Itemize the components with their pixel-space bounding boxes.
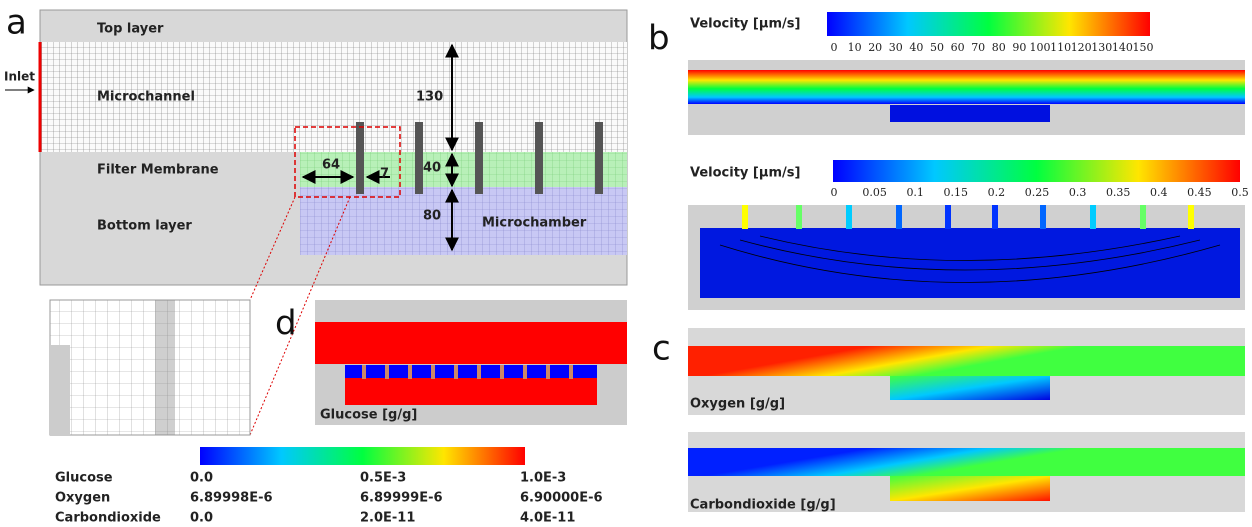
panel-d: d Glucose [g/g] — [275, 300, 627, 425]
label: 7 — [380, 167, 389, 182]
legend-value: 0.0 — [190, 511, 213, 526]
field — [890, 376, 1050, 400]
zoom-wall — [50, 345, 70, 435]
label: Top layer — [97, 22, 164, 37]
colorbar-tick-label: 0.1 — [906, 186, 924, 199]
colorbar — [200, 447, 525, 465]
membrane-mesh — [300, 152, 627, 187]
colorbar-tick-label: 0 — [831, 186, 838, 199]
legend-value: 6.89998E-6 — [190, 491, 273, 506]
field — [345, 365, 597, 380]
colorbar-tick-label: 0.5 — [1231, 186, 1249, 199]
colorbar-tick-label: 0.4 — [1150, 186, 1168, 199]
colorbar-tick-label: 30 — [889, 41, 903, 54]
zoom-box — [294, 126, 401, 198]
colorbar-tick-label: 0.15 — [944, 186, 969, 199]
colorbar-tick-label: 90 — [1012, 41, 1026, 54]
label: 130 — [416, 90, 443, 105]
colorbar-tick-label: 130 — [1091, 41, 1112, 54]
panel-letter: d — [275, 304, 297, 344]
legend-value: 6.89999E-6 — [360, 491, 443, 506]
channel-mesh — [40, 42, 627, 152]
colorbar-tick-label: 0.05 — [862, 186, 887, 199]
label: 64 — [322, 158, 340, 173]
legend-value: 0.5E-3 — [360, 471, 406, 486]
zoom-line — [249, 196, 351, 436]
colorbar-tick-label: 0.25 — [1025, 186, 1050, 199]
colorbar — [833, 160, 1240, 182]
legend-value: 2.0E-11 — [360, 511, 415, 526]
colorbar-tick-label: 60 — [951, 41, 965, 54]
colorbar-tick-label: 120 — [1071, 41, 1092, 54]
colorbar-tick-label: 40 — [909, 41, 923, 54]
field — [890, 476, 1050, 501]
legend-value: 0.0 — [190, 471, 213, 486]
colorbar-tick-label: 0.35 — [1106, 186, 1131, 199]
colorbar-title: Velocity [μm/s] — [690, 17, 800, 32]
colorbar-tick-label: 70 — [971, 41, 985, 54]
panel-letter: b — [648, 19, 670, 59]
zoom-pore — [155, 300, 175, 435]
colorbar-tick-label: 0.2 — [988, 186, 1006, 199]
label: Filter Membrane — [97, 163, 219, 178]
legend-name: Oxygen — [55, 491, 110, 506]
chamber-mesh — [300, 187, 627, 255]
legend: Glucose 0.0 0.5E-3 1.0E-3 Oxygen 6.89998E-6 6.… — [55, 471, 603, 526]
colorbar-tick-label: 140 — [1112, 41, 1133, 54]
legend-value: 1.0E-3 — [520, 471, 566, 486]
colorbar-tick-label: 150 — [1133, 41, 1154, 54]
label: Inlet — [4, 70, 35, 84]
colorbar-tick-label: 0 — [831, 41, 838, 54]
legend-value: 6.90000E-6 — [520, 491, 603, 506]
panel-a: a Top layer Inlet Microchannel 130 Filte… — [4, 3, 628, 436]
legend-name: Glucose — [55, 471, 113, 486]
field — [345, 378, 597, 405]
panel-letter: a — [6, 3, 27, 43]
field — [688, 346, 1245, 376]
field — [890, 105, 1050, 122]
label: Microchamber — [482, 216, 587, 231]
label: Carbondioxide [g/g] — [690, 498, 836, 513]
colorbar-title: Velocity [μm/s] — [690, 166, 800, 181]
field — [688, 70, 1245, 104]
colorbar — [827, 12, 1150, 36]
pores — [356, 122, 603, 194]
pores — [362, 365, 573, 379]
panel-b: b Velocity [μm/s] Velocity [μm/s] — [648, 12, 1245, 310]
colorbar-tick-label: 100 — [1030, 41, 1051, 54]
label: 80 — [423, 209, 441, 224]
zoom-inset — [49, 299, 251, 436]
label: Glucose [g/g] — [320, 408, 417, 423]
label: Bottom layer — [97, 219, 192, 234]
colorbar-tick-label: 10 — [848, 41, 862, 54]
legend-name: Carbondioxide — [55, 511, 161, 526]
colorbar-tick-label: 80 — [992, 41, 1006, 54]
pores — [742, 205, 1194, 229]
colorbar-tick-label: 0.45 — [1187, 186, 1212, 199]
label: 40 — [423, 161, 441, 176]
colorbar-tick-label: 0.3 — [1069, 186, 1087, 199]
streamlines — [719, 235, 1221, 283]
field — [688, 448, 1245, 476]
colorbar-tick-label: 50 — [930, 41, 944, 54]
colorbar-tick-label: 110 — [1050, 41, 1071, 54]
zoom-line — [249, 196, 296, 301]
label: Oxygen [g/g] — [690, 397, 785, 412]
colorbar-ticks: 0 10 20 30 40 50 60 70 80 90 100 110 120 130 140 150 0 0.… — [831, 41, 1249, 199]
panel-c: c Oxygen [g/g] Carbondioxide [g/g] — [652, 328, 1245, 513]
colorbar-tick-label: 20 — [868, 41, 882, 54]
field — [700, 228, 1240, 298]
panel-letter: c — [652, 329, 671, 369]
legend-value: 4.0E-11 — [520, 511, 575, 526]
label: Microchannel — [97, 90, 195, 105]
field — [315, 322, 627, 364]
